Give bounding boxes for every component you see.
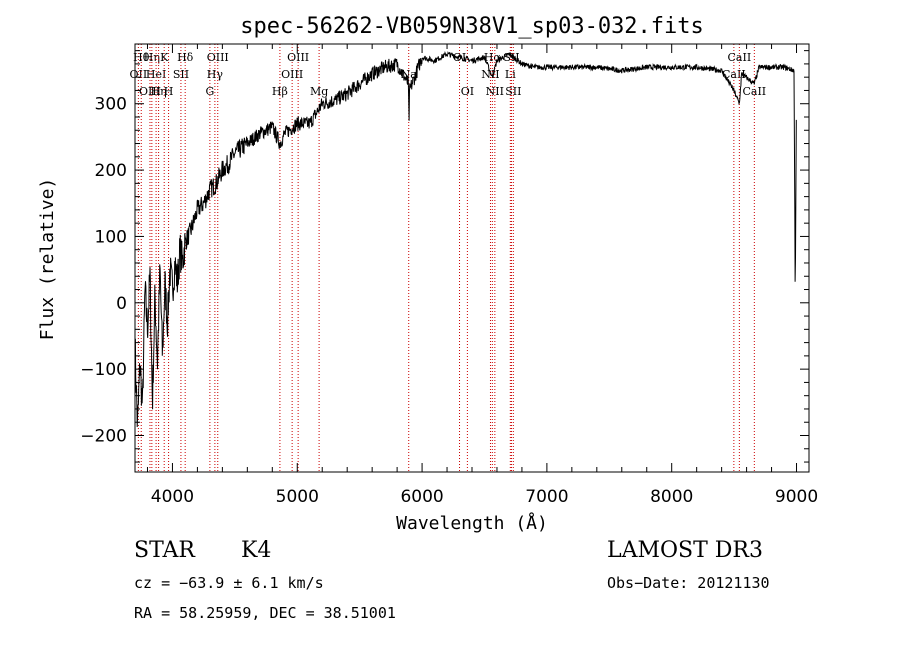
- y-tick-label: 0: [116, 294, 127, 314]
- line-label-oiii: OIII: [281, 68, 303, 81]
- line-label-sii: SII: [173, 68, 189, 81]
- line-label-sii: SII: [505, 85, 521, 98]
- line-label-hδ: Hδ: [177, 51, 194, 64]
- x-tick-label: 6000: [400, 487, 443, 507]
- line-label-oiii: OIII: [139, 85, 161, 98]
- x-tick-label: 4000: [151, 487, 194, 507]
- line-label-hβ: Hβ: [272, 85, 288, 98]
- line-label-mg: Mg: [310, 85, 328, 98]
- flux-line: [134, 50, 797, 428]
- object-subclass: K4: [241, 538, 272, 563]
- line-label-caii: CaII: [728, 51, 752, 64]
- y-tick-label: 300: [95, 95, 127, 115]
- x-tick-label: 9000: [775, 487, 818, 507]
- survey-name: LAMOST DR3: [607, 538, 763, 563]
- flux-series: [134, 50, 797, 428]
- line-label-g: G: [205, 85, 214, 98]
- line-label-oiii: OIII: [207, 51, 229, 64]
- y-tick-label: 200: [95, 161, 127, 181]
- line-label-oii: OII: [130, 68, 148, 81]
- y-tick-label: −200: [80, 427, 127, 447]
- line-label-h: H: [164, 85, 174, 98]
- coordinates: RA = 58.25959, DEC = 38.51001: [134, 604, 396, 622]
- plot-frame: [134, 43, 810, 473]
- line-label-hγ: Hγ: [207, 68, 224, 81]
- observation-date: Obs−Date: 20121130: [607, 574, 770, 592]
- line-label-oiii: OIII: [287, 51, 309, 64]
- line-label-hθ: Hθ: [133, 51, 150, 64]
- line-label-k: K: [160, 51, 169, 64]
- line-label-nii: NII: [486, 85, 504, 98]
- axis-ticks: 4000 5000 6000 7000 8000 9000 −200 −100 0 100 200 3…: [80, 44, 818, 507]
- object-class: STAR: [134, 538, 195, 563]
- line-label-hη: Hη: [150, 85, 166, 98]
- x-tick-label: 5000: [276, 487, 319, 507]
- x-tick-label: 8000: [650, 487, 693, 507]
- line-label-li: Li: [505, 68, 516, 81]
- x-tick-label: 7000: [525, 487, 568, 507]
- redshift-velocity: cz = −63.9 ± 6.1 km/s: [134, 574, 324, 592]
- y-tick-label: −100: [80, 360, 127, 380]
- line-label-caii: CaII: [742, 85, 766, 98]
- chart-title: spec-56262-VB059N38V1_sp03-032.fits: [240, 14, 704, 39]
- x-axis-label: Wavelength (Å): [396, 512, 548, 534]
- y-axis-label: Flux (relative): [37, 178, 58, 341]
- line-label-oi: OI: [461, 85, 474, 98]
- y-tick-label: 100: [95, 227, 127, 247]
- spectral-lines: OIIHθOIIIHηHeIHηKHSIIHδGHγOIIIHβOIIIOIII…: [130, 44, 766, 472]
- line-label-hη: Hη: [144, 51, 160, 64]
- line-label-hei: HeI: [146, 68, 166, 81]
